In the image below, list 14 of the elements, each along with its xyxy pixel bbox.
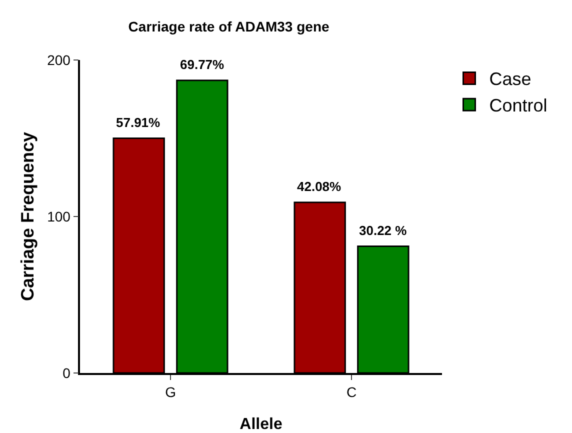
annotation: 42.08% [297, 179, 342, 194]
legend-label: Case [489, 69, 532, 90]
x-tick-label: C [346, 384, 357, 400]
y-tick-label: 200 [47, 52, 71, 68]
legend-label: Control [489, 96, 548, 116]
y-tick-label: 0 [62, 364, 71, 381]
annotation: 69.77% [180, 57, 225, 72]
x-tick-label: G [165, 384, 176, 400]
y-tick-label: 100 [47, 208, 71, 224]
chart-title: Carriage rate of ADAM33 gene [128, 18, 330, 34]
annotation: 57.91% [116, 115, 161, 130]
x-axis-title: Allele [240, 416, 282, 433]
y-axis-title: Carriage Frequency [18, 132, 38, 302]
annotation: 30.22 % [359, 223, 408, 238]
